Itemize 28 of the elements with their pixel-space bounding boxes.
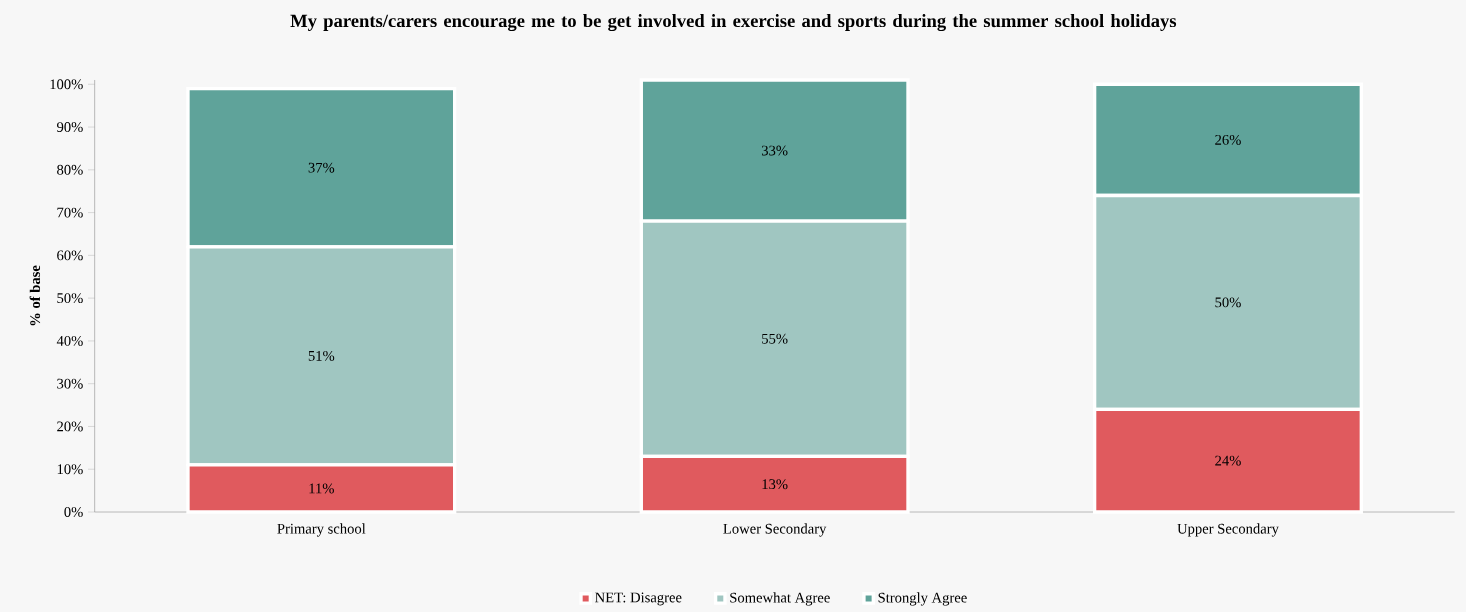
y-tick-label: 10%	[57, 464, 83, 475]
y-tick-label: 100%	[50, 79, 83, 90]
y-tick-label: 30%	[57, 378, 83, 389]
legend-label: Strongly Agree	[878, 592, 967, 606]
y-tick-label: 90%	[57, 122, 83, 132]
x-tick-label: Upper Secondary	[1177, 523, 1279, 537]
x-tick-label: Primary school	[277, 523, 366, 537]
legend-label: Somewhat Agree	[730, 592, 830, 606]
y-tick-label: 60%	[57, 250, 83, 261]
data-label: 33%	[761, 145, 788, 156]
y-tick-label: 80%	[57, 164, 83, 175]
y-axis-title: % of base	[29, 265, 41, 326]
data-label: 37%	[308, 162, 335, 173]
y-tick-label: 50%	[57, 293, 83, 304]
y-tick-label: 40%	[56, 335, 83, 346]
x-tick-label: Lower Secondary	[723, 523, 827, 537]
y-tick-label: 0%	[64, 507, 83, 517]
data-label: 51%	[308, 350, 335, 361]
data-label: 13%	[762, 479, 788, 490]
data-label: 26%	[1215, 134, 1241, 145]
y-tick-label: 70%	[57, 207, 83, 218]
legend-label: NET: Disagree	[595, 592, 682, 606]
data-label: 55%	[762, 333, 788, 344]
chart-title: My parents/carers encourage me to be get involved in exercise and sports during the summer school holidays	[290, 14, 1177, 32]
data-label: 11%	[309, 483, 334, 494]
data-label: 50%	[1215, 297, 1241, 308]
y-tick-label: 20%	[57, 421, 83, 432]
data-label: 24%	[1215, 455, 1241, 466]
